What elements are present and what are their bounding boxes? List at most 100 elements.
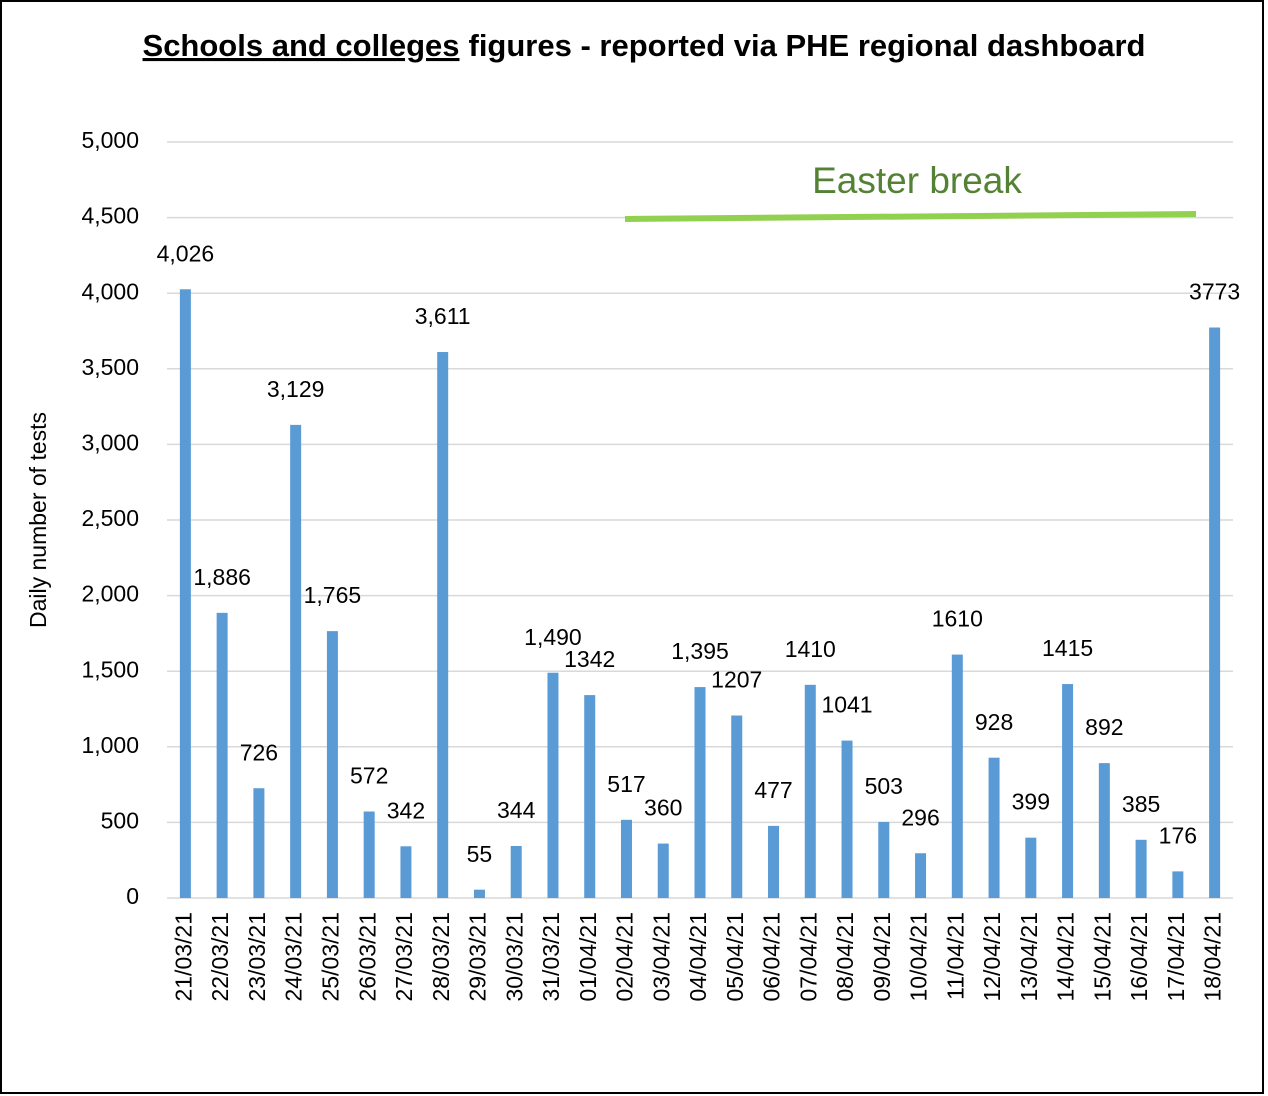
x-tick-label: 16/04/21 [1126, 912, 1152, 1002]
x-tick-label: 21/03/21 [170, 912, 196, 1002]
data-label: 3,129 [267, 376, 325, 402]
x-tick-label: 12/04/21 [979, 912, 1005, 1002]
y-tick-label: 3,000 [81, 429, 139, 455]
data-label: 1,886 [193, 564, 251, 590]
data-label: 1610 [932, 606, 983, 632]
bar [547, 672, 559, 898]
bar [363, 811, 375, 898]
data-label: 572 [350, 763, 388, 789]
bar [510, 845, 522, 898]
x-tick-label: 24/03/21 [281, 912, 307, 1002]
y-tick-label: 0 [126, 883, 139, 909]
data-label: 399 [1012, 789, 1050, 815]
bar [1062, 684, 1074, 898]
bar [400, 846, 412, 898]
data-label: 928 [975, 709, 1013, 735]
bar [437, 352, 449, 898]
data-label: 1415 [1042, 635, 1093, 661]
data-label: 892 [1085, 714, 1123, 740]
x-tick-label: 30/03/21 [501, 912, 527, 1002]
x-tick-label: 15/04/21 [1089, 912, 1115, 1002]
bar [326, 631, 338, 898]
bar [657, 843, 669, 898]
x-tick-label: 02/04/21 [612, 912, 638, 1002]
y-tick-label: 500 [101, 807, 139, 833]
data-label: 3773 [1189, 279, 1240, 305]
bar [694, 687, 706, 898]
bar [1172, 871, 1184, 898]
x-tick-label: 14/04/21 [1053, 912, 1079, 1002]
y-tick-label: 3,500 [81, 354, 139, 380]
data-label: 55 [467, 841, 493, 867]
x-tick-label: 25/03/21 [317, 912, 343, 1002]
bar [216, 612, 228, 898]
x-tick-label: 18/04/21 [1200, 912, 1226, 1002]
title-underlined: Schools and colleges [143, 28, 460, 63]
x-tick-label: 31/03/21 [538, 912, 564, 1002]
x-tick-label: 23/03/21 [244, 912, 270, 1002]
data-label: 1,395 [671, 638, 729, 664]
y-tick-label: 4,500 [81, 203, 139, 229]
data-label: 385 [1122, 791, 1160, 817]
x-tick-label: 13/04/21 [1016, 912, 1042, 1002]
x-tick-label: 27/03/21 [391, 912, 417, 1002]
x-tick-label: 10/04/21 [906, 912, 932, 1002]
title-rest: figures - reported via PHE regional dash… [469, 28, 1146, 63]
bar [768, 825, 780, 898]
data-label: 342 [387, 797, 425, 823]
x-tick-label: 03/04/21 [648, 912, 674, 1002]
x-tick-label: 01/04/21 [575, 912, 601, 1002]
data-label: 517 [607, 771, 645, 797]
annotation-line [624, 211, 1197, 222]
chart-title: Schools and colleges figures - reported v… [143, 28, 1146, 63]
x-tick-label: 05/04/21 [722, 912, 748, 1002]
data-label: 1207 [711, 667, 762, 693]
data-label: 1041 [821, 692, 872, 718]
data-label: 1,490 [524, 624, 582, 650]
data-label: 1410 [785, 636, 836, 662]
y-tick-label: 1,000 [81, 732, 139, 758]
bar [1135, 839, 1147, 898]
bar [584, 695, 596, 898]
x-tick-label: 22/03/21 [207, 912, 233, 1002]
bar [1025, 837, 1037, 898]
bar [951, 654, 963, 898]
y-tick-label: 4,000 [81, 278, 139, 304]
x-tick-label: 08/04/21 [832, 912, 858, 1002]
bar [1098, 763, 1110, 898]
bar [915, 853, 927, 898]
x-tick-label: 26/03/21 [354, 912, 380, 1002]
bar [290, 424, 302, 898]
bar [1209, 327, 1221, 898]
data-label: 1,765 [304, 582, 362, 608]
y-tick-label: 2,500 [81, 505, 139, 531]
x-tick-label: 04/04/21 [685, 912, 711, 1002]
y-tick-label: 5,000 [81, 127, 139, 153]
bar [179, 289, 191, 898]
annotation: Easter break [812, 160, 1022, 201]
x-tick-label: 09/04/21 [869, 912, 895, 1002]
data-label: 296 [901, 804, 939, 830]
data-label: 344 [497, 797, 536, 823]
x-tick-label: 06/04/21 [759, 912, 785, 1002]
data-label: 176 [1159, 822, 1197, 848]
data-label: 360 [644, 795, 682, 821]
bar [253, 788, 265, 898]
x-tick-label: 11/04/21 [942, 912, 968, 1000]
y-tick-label: 1,500 [81, 656, 139, 682]
x-tick-label: 28/03/21 [428, 912, 454, 1002]
data-label: 503 [865, 773, 903, 799]
bar [804, 684, 816, 898]
bar [878, 821, 890, 898]
bar [473, 889, 485, 898]
data-label: 1342 [564, 646, 615, 672]
x-tick-label: 29/03/21 [465, 912, 491, 1002]
x-tick-label: 17/04/21 [1163, 912, 1189, 1002]
y-tick-label: 2,000 [81, 581, 139, 607]
bar [731, 715, 743, 898]
x-tick-label: 07/04/21 [795, 912, 821, 1002]
bar [841, 740, 853, 898]
data-label: 477 [754, 777, 792, 803]
